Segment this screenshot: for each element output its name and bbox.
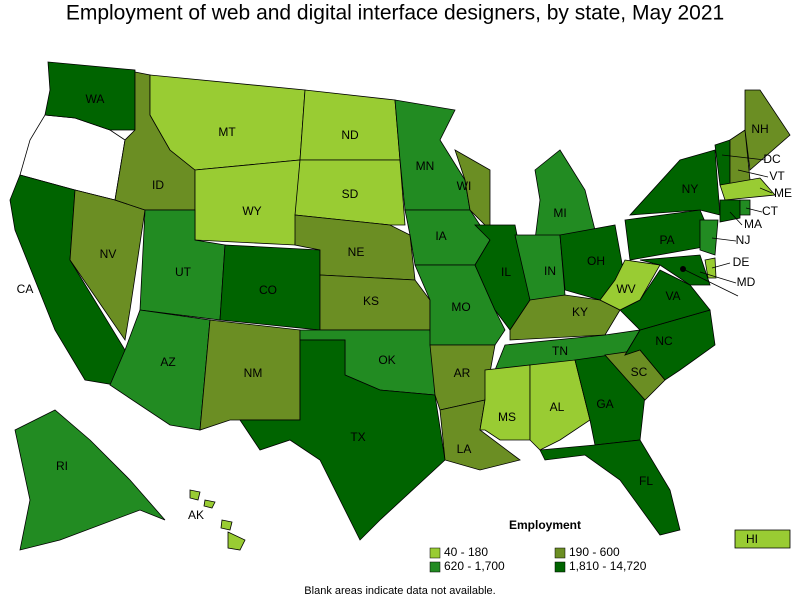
state-label: MD [737, 275, 756, 289]
state-label: SD [342, 187, 359, 201]
state-label: GA [596, 397, 613, 411]
legend-label: 40 - 180 [444, 545, 488, 559]
state-label: DC [763, 152, 781, 166]
state-label: UT [175, 265, 192, 279]
state-label: ME [774, 186, 792, 200]
state-label: RI [56, 459, 68, 473]
state-label: VA [665, 289, 680, 303]
state-shape [539, 439, 681, 536]
state-label: AR [454, 366, 471, 380]
state-label: MS [498, 410, 516, 424]
legend-label: 620 - 1,700 [444, 559, 505, 573]
state-label: DE [733, 255, 750, 269]
state-label: MN [416, 159, 435, 173]
state-shape [294, 159, 406, 226]
legend-label: 1,810 - 14,720 [569, 559, 647, 573]
legend-swatch [429, 561, 441, 573]
state-shape [220, 519, 233, 531]
state-shape [704, 257, 717, 279]
note: Blank areas indicate data not available. [304, 585, 495, 597]
state-shape [299, 89, 401, 161]
state-label: MO [451, 300, 470, 314]
state-label: AZ [160, 355, 175, 369]
state-shape [699, 219, 719, 256]
state-shape [14, 409, 166, 551]
states [9, 61, 791, 551]
state-shape [629, 149, 721, 216]
state-label: IL [501, 265, 511, 279]
state-label: PA [659, 233, 674, 247]
state-label: MT [218, 125, 236, 139]
state-label: CT [762, 204, 779, 218]
state-label: WA [86, 92, 105, 106]
state-label: WY [242, 204, 261, 218]
state-shape [404, 209, 491, 266]
state-shape [479, 364, 531, 441]
dc-marker [680, 266, 686, 272]
state-label: OH [587, 254, 605, 268]
state-label: CA [17, 282, 34, 296]
state-label: IA [435, 229, 446, 243]
state-label: ND [341, 128, 359, 142]
state-shape [639, 254, 711, 286]
state-shape [739, 199, 751, 216]
state-label: KS [363, 294, 379, 308]
state-label: HI [746, 532, 758, 546]
map-title: Employment of web and digital interface … [66, 2, 724, 25]
state-shape [194, 159, 301, 246]
legend-swatch [429, 547, 441, 559]
state-shape [189, 489, 201, 501]
state-label: VT [769, 169, 785, 183]
state-label: LA [457, 442, 472, 456]
state-label: MA [744, 217, 762, 231]
state-shape [203, 499, 216, 509]
leader-lines [682, 154, 773, 297]
state-label: NE [348, 245, 365, 259]
state-shape [227, 531, 246, 551]
state-label: CO [259, 283, 277, 297]
state-label: AK [188, 508, 204, 522]
state-label: NH [751, 122, 768, 136]
state-label: WI [457, 179, 472, 193]
state-label: WV [616, 282, 635, 296]
state-shape [534, 149, 596, 241]
state-label: NC [655, 334, 673, 348]
state-shape [719, 199, 741, 223]
state-label: AL [550, 400, 565, 414]
state-shape [744, 89, 791, 171]
state-label: KY [572, 305, 588, 319]
legend-swatch [554, 561, 566, 573]
state-label: NY [682, 182, 699, 196]
state-label: NM [244, 366, 263, 380]
legend-title: Employment [509, 518, 581, 532]
state-label: SC [631, 365, 648, 379]
state-shape [454, 149, 491, 231]
state-shape [734, 529, 791, 549]
legend-label: 190 - 600 [569, 545, 620, 559]
state-label: IN [544, 264, 556, 278]
state-label: TN [552, 344, 568, 358]
state-label: NJ [736, 233, 751, 247]
state-label: ID [152, 178, 164, 192]
state-label: MI [553, 206, 566, 220]
legend: Employment 40 - 180 190 - 600 620 - 1,700 1,… [429, 518, 647, 573]
state-label: OK [378, 353, 395, 367]
legend-swatch [554, 547, 566, 559]
state-shape [239, 339, 446, 541]
state-label: TX [350, 430, 365, 444]
state-shape [719, 177, 776, 201]
state-label: FL [639, 474, 653, 488]
state-label: NV [100, 247, 117, 261]
